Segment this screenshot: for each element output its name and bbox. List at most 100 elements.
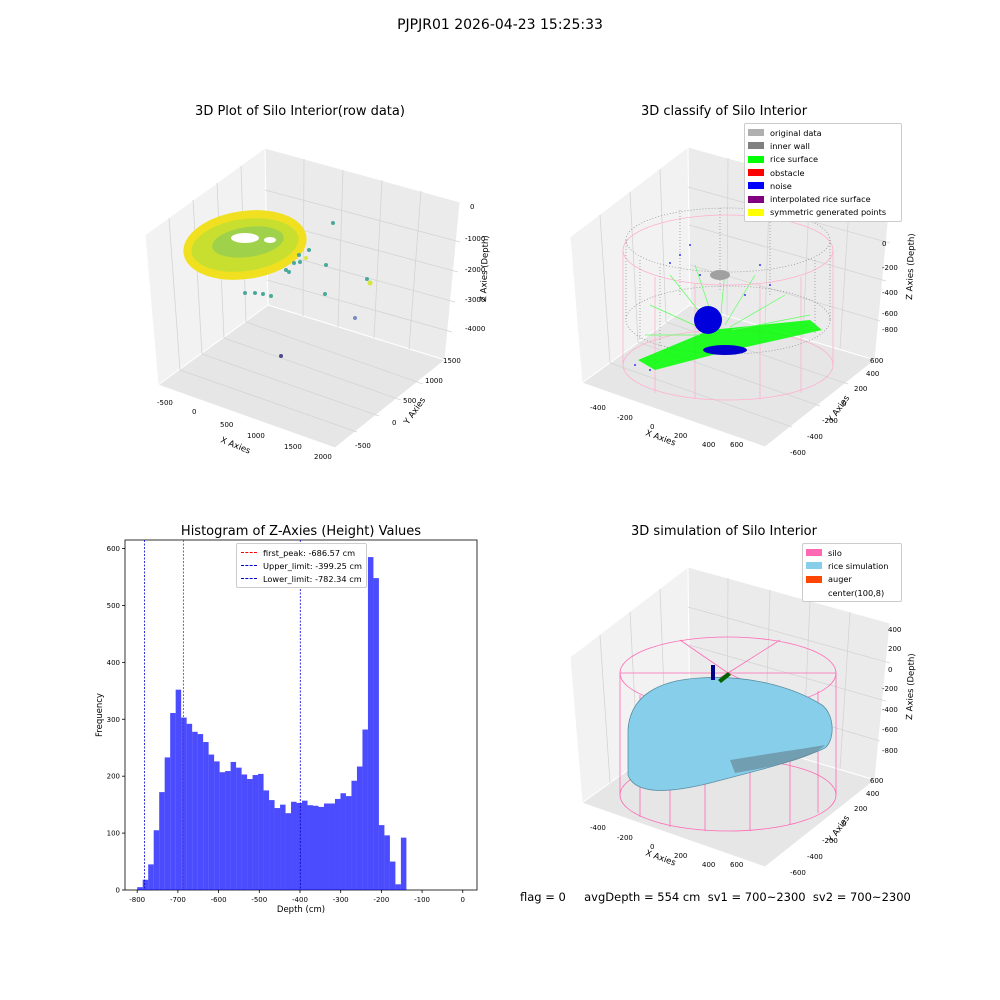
histogram-bar (153, 830, 160, 890)
simulation-xtick: 200 (674, 852, 687, 860)
histogram-xtick-label: -100 (414, 896, 430, 904)
raw-plot-title: 3D Plot of Silo Interior(row data) (195, 104, 405, 119)
classify-silo-wireframe (622, 214, 834, 401)
histogram-xtick-label: -200 (373, 896, 389, 904)
simulation-ytick: 400 (866, 790, 879, 798)
classify-ylabel: Y Axies (826, 393, 853, 425)
histogram-ytick-label: 200 (107, 773, 120, 781)
histogram-bar (345, 796, 352, 890)
simulation-xtick: -400 (590, 824, 606, 832)
classify-legend-swatch (748, 142, 764, 150)
histogram-bar (373, 578, 379, 890)
simulation-xtick: 0 (650, 843, 654, 851)
histogram-chart: -800 -700 -600 -500 -400 -300 -200 -100 0 0 100 20… (95, 539, 478, 915)
simulation-legend: silo rice simulation auger center(100,8) (802, 543, 902, 603)
simulation-tick-labels: -400 -200 0 200 400 600 -600 -400 -200 0… (590, 626, 901, 877)
classify-ytick: 400 (866, 370, 879, 378)
histogram-bar (389, 861, 396, 890)
simulation-ztick: 0 (888, 666, 892, 674)
histogram-bar (247, 779, 253, 890)
simulation-ytick: -600 (790, 869, 806, 877)
classify-legend: original data inner wall rice surface obsta… (744, 123, 902, 223)
raw-xtick: 2000 (314, 453, 332, 461)
classify-tick-labels: -400 -200 0 200 400 600 -600 -400 -200 0… (590, 206, 901, 457)
simulation-xlabel: X Axies (644, 848, 677, 868)
histogram-bar (384, 835, 390, 890)
classify-xtick: -200 (617, 414, 633, 422)
classify-xtick: 600 (730, 441, 743, 449)
classify-xtick: 0 (650, 423, 654, 431)
simulation-plot-title: 3D simulation of Silo Interior (631, 524, 817, 539)
histogram-xlabel: Depth (cm) (277, 905, 325, 915)
simulation-ztick: -200 (882, 685, 898, 693)
simulation-ztick: -800 (882, 747, 898, 755)
classify-ztick: -800 (882, 326, 898, 334)
histogram-bar (378, 825, 385, 890)
histogram-bar (313, 805, 319, 890)
simulation-xtick: -200 (617, 834, 633, 842)
histogram-bar (192, 731, 198, 890)
raw-3d-plot: -500 0 500 1000 1500 2000 -500 0 500 100… (144, 147, 491, 461)
histogram-xtick-label: -700 (170, 896, 186, 904)
histogram-bar (225, 771, 231, 890)
simulation-legend-swatch (806, 562, 822, 570)
classify-legend-label: original data (770, 127, 822, 138)
histogram-legend-item: Lower_limit: -782.34 cm (241, 572, 362, 585)
simulation-legend-label: auger (828, 574, 852, 585)
classify-ztick: 0 (882, 240, 886, 248)
raw-ztick: -1000 (465, 235, 485, 243)
simulation-zlabel: Z Axies (Depth) (905, 653, 917, 720)
classify-legend-item: obstacle (748, 166, 898, 179)
classify-ytick: 600 (870, 357, 883, 365)
histogram-bar (362, 729, 368, 890)
histogram-bar (241, 774, 248, 890)
classify-legend-swatch (748, 182, 764, 190)
histogram-bar (148, 864, 154, 890)
simulation-ztick: -400 (882, 706, 898, 714)
histogram-bar (181, 717, 187, 890)
histogram-bar (395, 884, 401, 890)
classify-legend-swatch (748, 169, 764, 177)
raw-ztick: -3000 (465, 296, 485, 304)
classify-ytick: -600 (790, 449, 806, 457)
simulation-ztick: -600 (882, 726, 898, 734)
histogram-ytick-label: 500 (107, 602, 120, 610)
histogram-ytick-label: 400 (107, 659, 120, 667)
histogram-bar (230, 761, 237, 890)
classify-legend-swatch (748, 155, 764, 163)
histogram-bar (164, 757, 171, 890)
classify-original-cluster (710, 270, 730, 280)
simulation-xtick: 400 (702, 861, 715, 869)
classify-legend-item: rice surface (748, 153, 898, 166)
histogram-bar (170, 713, 176, 890)
raw-xtick: 1500 (284, 443, 302, 451)
classify-legend-label: obstacle (770, 167, 805, 178)
simulation-legend-swatch (806, 549, 822, 557)
histogram-bar (214, 761, 220, 890)
simulation-legend-label: rice simulation (828, 560, 889, 571)
histogram-bar (291, 801, 297, 890)
histogram-legend-swatch (241, 552, 257, 553)
simulation-legend-item: center(100,8) (806, 586, 898, 599)
histogram-xtick-label: -400 (292, 896, 308, 904)
histogram-bar (280, 804, 286, 890)
raw-xtick: 500 (220, 421, 233, 429)
simulation-ytick: 0 (842, 820, 846, 828)
histogram-bar (329, 803, 335, 890)
classify-legend-item: symmetric generated points (748, 206, 898, 219)
simulation-3d-plot: -400 -200 0 200 400 600 -600 -400 -200 0… (569, 565, 917, 877)
histogram-bar (367, 557, 374, 890)
simulation-ytick: -200 (822, 837, 838, 845)
histogram-xtick-label: 0 (461, 896, 465, 904)
histogram-bar (186, 723, 193, 890)
histogram-ytick-label: 100 (107, 830, 120, 838)
raw-tick-labels: -500 0 500 1000 1500 2000 -500 0 500 100… (157, 203, 485, 461)
histogram-bar (307, 805, 314, 890)
histogram-ytick-label: 600 (107, 545, 120, 553)
simulation-legend-item: auger (806, 573, 898, 586)
classify-ytick: -400 (807, 433, 823, 441)
classify-legend-label: interpolated rice surface (770, 194, 871, 205)
simulation-legend-label: silo (828, 547, 842, 558)
histogram-bar (236, 767, 242, 890)
histogram-legend-item: Upper_limit: -399.25 cm (241, 559, 362, 572)
